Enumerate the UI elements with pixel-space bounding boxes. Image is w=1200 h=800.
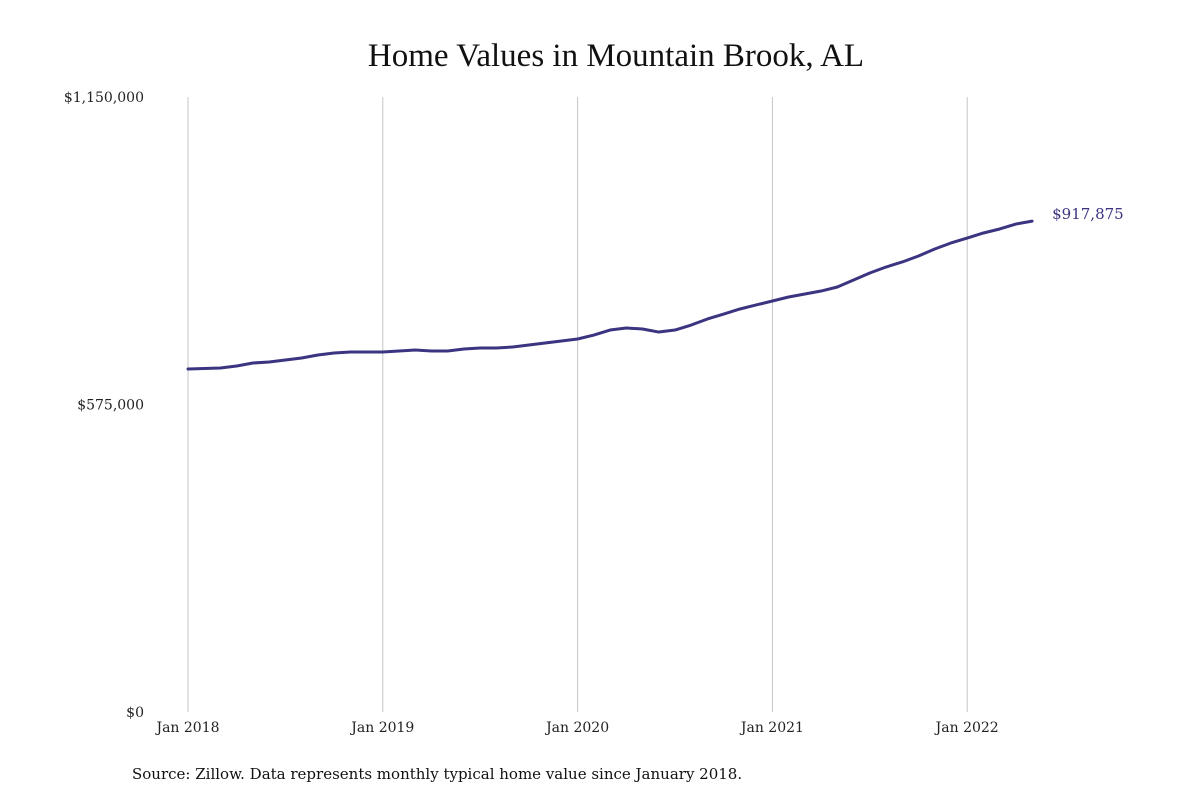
x-tick-label: Jan 2019 — [349, 720, 414, 736]
x-tick-label: Jan 2022 — [934, 720, 999, 736]
x-tick-label: Jan 2021 — [739, 720, 804, 736]
x-tick-label: Jan 2018 — [154, 720, 219, 736]
y-tick-label: $575,000 — [77, 398, 144, 414]
x-tick-label: Jan 2020 — [544, 720, 609, 736]
source-note: Source: Zillow. Data represents monthly … — [132, 765, 743, 783]
series-line — [186, 219, 1034, 371]
end-value-label: $917,875 — [1052, 205, 1124, 223]
y-tick-label: $1,150,000 — [64, 90, 144, 106]
chart-title: Home Values in Mountain Brook, AL — [367, 38, 865, 74]
y-tick-label: $0 — [126, 705, 144, 721]
